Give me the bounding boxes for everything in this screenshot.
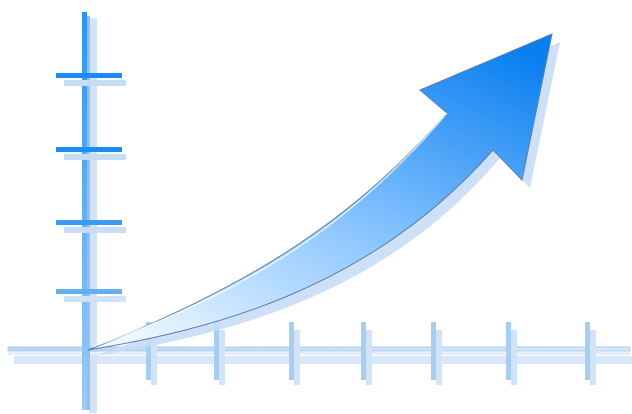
x-axis	[7, 346, 631, 355]
x-axis-ticks	[146, 322, 596, 385]
y-tick-1	[56, 73, 126, 86]
axis-shadows	[14, 18, 632, 413]
x-tick-6	[506, 322, 517, 385]
x-tick-1	[146, 322, 157, 385]
x-tick-7	[585, 322, 596, 385]
y-axis-ticks	[56, 73, 126, 302]
x-tick-3	[289, 322, 300, 385]
y-tick-4	[56, 289, 126, 302]
x-tick-5	[431, 322, 442, 385]
y-axis	[82, 12, 90, 410]
growth-arrow-icon	[87, 33, 553, 351]
y-tick-2	[56, 147, 126, 160]
y-tick-3	[56, 220, 126, 233]
x-tick-4	[361, 322, 372, 385]
arrow-highlight	[91, 112, 448, 348]
x-tick-2	[214, 322, 225, 385]
